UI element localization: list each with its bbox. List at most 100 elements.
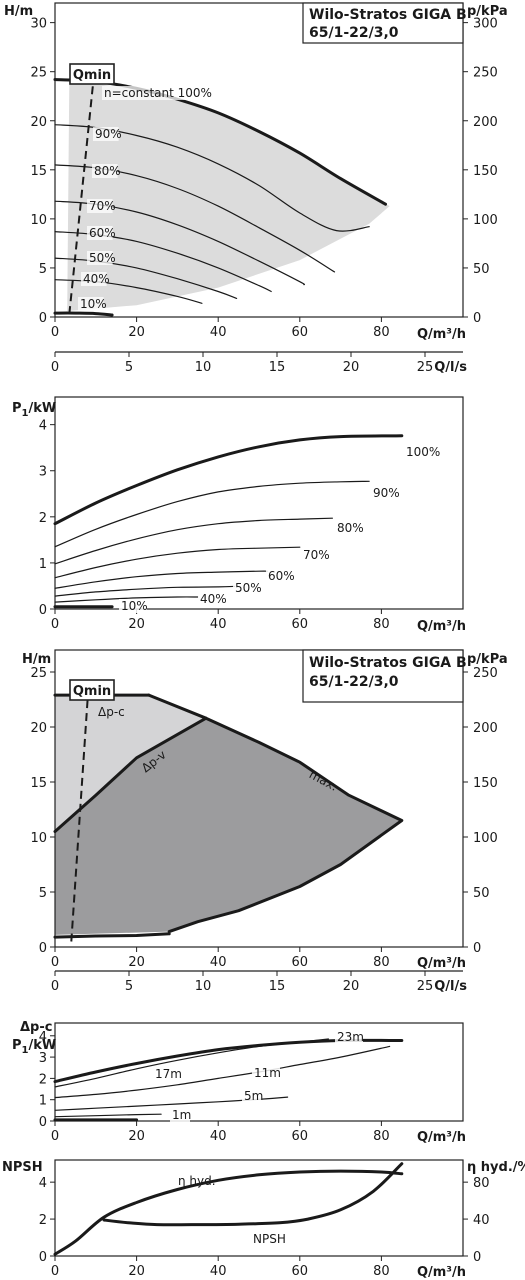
- dp-v-region: [55, 718, 402, 935]
- curve-70-: [54, 546, 301, 579]
- y-axis-label: P1/kW: [12, 1038, 56, 1056]
- y-tick-label: 0: [39, 941, 47, 956]
- y2-tick-label: 200: [473, 115, 498, 130]
- y2-tick-label: 200: [473, 721, 498, 736]
- plot-frame: [54, 649, 464, 948]
- curve-label: 90%: [373, 486, 400, 500]
- q-ls-tick-label: 25: [417, 979, 434, 994]
- y2-tick-label: 50: [473, 886, 490, 901]
- chart-h-speed-curves: 0 20 40 60 80051015202530050100150200250300Q…: [4, 2, 508, 342]
- curve-10-: [53, 311, 114, 317]
- y2-tick-label: 100: [473, 213, 498, 228]
- curve-label: 10%: [80, 297, 107, 311]
- q-ls-tick-label: 15: [269, 360, 286, 375]
- label-bg: [81, 272, 107, 286]
- qmin-box: [69, 63, 115, 85]
- y-axis-label-sub: 1: [22, 1045, 29, 1056]
- chart-title: Wilo-Stratos GIGA B: [309, 655, 467, 671]
- label-bg: [335, 521, 363, 535]
- curve-1m: [54, 1113, 162, 1118]
- y-tick-label: 15: [30, 776, 47, 791]
- qmin-box: [69, 679, 115, 701]
- y2-tick-label: 80: [473, 1176, 490, 1191]
- x-tick-label: 20: [128, 617, 145, 632]
- curve-label: 17m: [155, 1067, 182, 1081]
- y-tick-label: 0: [39, 1115, 47, 1130]
- y-tick-label: 4: [39, 1176, 47, 1191]
- x-tick-label: 0: [51, 955, 59, 970]
- operating-area: [67, 81, 390, 312]
- chart-title: 65/1-22/3,0: [309, 674, 399, 690]
- x-tick-label: 20: [128, 1264, 145, 1279]
- y-tick-label: 3: [39, 1051, 47, 1066]
- curve-11m: [54, 1045, 391, 1099]
- y-tick-label: 30: [30, 17, 47, 32]
- qmin-line: [68, 76, 95, 315]
- qmin-line: [70, 699, 89, 942]
- x-tick-label: 0: [51, 617, 59, 632]
- x-tick-label: 40: [210, 1264, 227, 1279]
- curve-40-: [54, 596, 199, 603]
- curve-min: [53, 932, 171, 939]
- chart-p1-speed-curves: 0 20 40 60 80 0 1 2 3 4P1/kW Q/m³/h 100% 90% 80% 70% 60…: [12, 396, 466, 634]
- x-tick-label: 40: [210, 325, 227, 340]
- y2-tick-label: 100: [473, 831, 498, 846]
- label-bg: [301, 548, 329, 562]
- label-bg: [404, 445, 440, 459]
- y2-tick-label: 50: [473, 262, 490, 277]
- curve-17m: [54, 1038, 329, 1088]
- x-tick-label: 80: [373, 955, 390, 970]
- curve-label: 23m: [337, 1030, 364, 1044]
- curve-label: n=constant 100%: [104, 86, 212, 100]
- y2-tick-label: 150: [473, 164, 498, 179]
- curve-label: 60%: [268, 569, 295, 583]
- label-bg: [87, 251, 113, 265]
- y-tick-label: 25: [30, 66, 47, 81]
- curve-label: η hyd.: [178, 1174, 216, 1188]
- x-tick-label: 40: [210, 1129, 227, 1144]
- y-tick-label: 2: [39, 511, 47, 526]
- x-tick-label: 40: [210, 617, 227, 632]
- label-bg: [153, 1067, 181, 1081]
- label-bg: [170, 1108, 190, 1122]
- curve-label: 50%: [235, 581, 262, 595]
- x-tick-label: 20: [128, 1129, 145, 1144]
- y-tick-label: 0: [39, 311, 47, 326]
- y2-tick-label: 150: [473, 776, 498, 791]
- y-tick-label: 25: [30, 666, 47, 681]
- y2-tick-label: 40: [473, 1213, 490, 1228]
- q-ls-tick-label: 15: [269, 979, 286, 994]
- y-tick-label: 5: [39, 886, 47, 901]
- label-bg: [252, 1066, 280, 1080]
- q-ls-tick-label: 5: [125, 979, 133, 994]
- q-ls-tick-label: 5: [125, 360, 133, 375]
- y-axis-label: H/m: [22, 652, 51, 667]
- curve-80-: [54, 517, 333, 565]
- qmin-label: Qmin: [73, 68, 111, 83]
- y2-tick-label: 0: [473, 941, 481, 956]
- curve--hyd-: [53, 1169, 404, 1256]
- y2-tick-label: 300: [473, 17, 498, 32]
- q-ls-axis-label: Q/l/s: [434, 360, 467, 375]
- plot-frame: [54, 2, 464, 318]
- x-axis-label: Q/m³/h: [417, 956, 466, 971]
- curve-label: 60%: [89, 226, 116, 240]
- chart-h-dp-curves: 0 20 40 60 800510152025050100150200250QminWi…: [22, 649, 508, 971]
- plot-frame: [54, 396, 464, 610]
- label-bg: [335, 1030, 363, 1044]
- curve-50-: [54, 585, 236, 597]
- x-tick-label: 60: [292, 1264, 309, 1279]
- y-tick-label: 15: [30, 164, 47, 179]
- plot-frame: [54, 1022, 464, 1122]
- qmin-label: Qmin: [73, 684, 111, 699]
- y-axis-label: P1/kW: [12, 401, 56, 419]
- y-tick-label: 0: [39, 603, 47, 618]
- label-bg: [198, 592, 226, 606]
- y-tick-label: 10: [30, 213, 47, 228]
- y2-tick-label: 250: [473, 66, 498, 81]
- y-tick-label: 1: [39, 557, 47, 572]
- x-tick-label: 0: [51, 1129, 59, 1144]
- x-axis-label: Q/m³/h: [417, 1265, 466, 1280]
